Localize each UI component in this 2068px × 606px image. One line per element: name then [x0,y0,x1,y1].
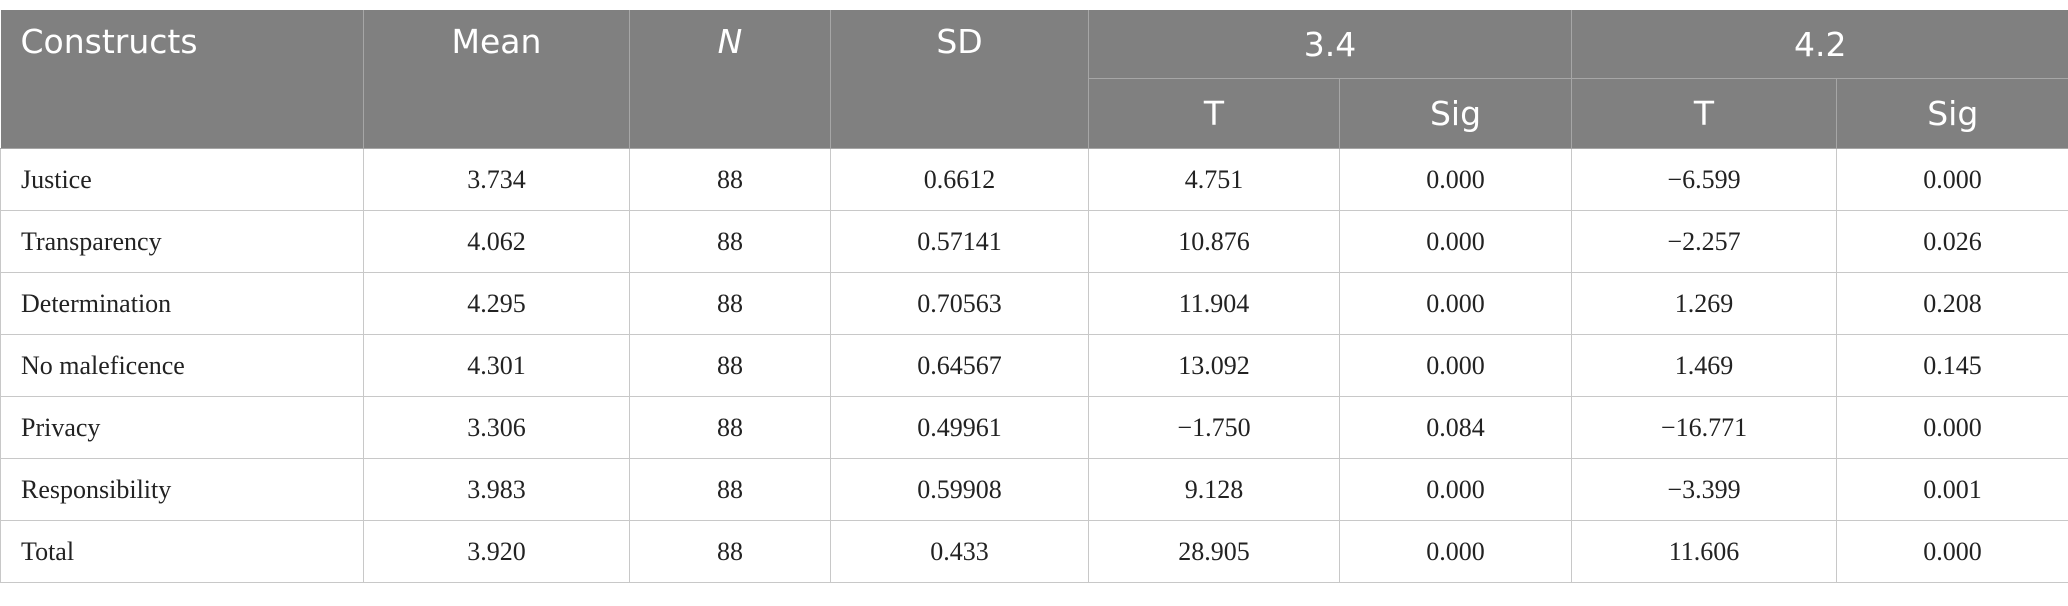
cell: −16.771 [1572,397,1837,459]
group-header: 4.2 [1572,10,2068,79]
cell: 0.026 [1837,211,2068,273]
row-label: Responsibility [1,459,364,521]
sub-header: T [1572,79,1837,149]
header-cell: SD [831,10,1089,149]
cell: 0.64567 [831,335,1089,397]
cell: 10.876 [1089,211,1340,273]
cell: −3.399 [1572,459,1837,521]
cell: 9.128 [1089,459,1340,521]
cell: 88 [630,521,831,583]
header-cell: Mean [364,10,630,149]
cell: 0.000 [1340,459,1572,521]
cell: 4.301 [364,335,630,397]
cell: 0.6612 [831,149,1089,211]
cell: −2.257 [1572,211,1837,273]
row-label: Justice [1,149,364,211]
cell: 88 [630,211,831,273]
group-header: 3.4 [1089,10,1572,79]
row-label: Determination [1,273,364,335]
cell: 0.000 [1340,335,1572,397]
sub-header: T [1089,79,1340,149]
cell: 1.469 [1572,335,1837,397]
cell: 88 [630,459,831,521]
row-label: Total [1,521,364,583]
cell: 3.306 [364,397,630,459]
results-table: Constructs Mean N SD 3.4 4.2 T Sig T Sig… [0,10,2068,583]
cell: 0.001 [1837,459,2068,521]
cell: 88 [630,273,831,335]
cell: 28.905 [1089,521,1340,583]
cell: 1.269 [1572,273,1837,335]
cell: 0.000 [1340,149,1572,211]
cell: −6.599 [1572,149,1837,211]
cell: 0.000 [1837,521,2068,583]
cell: 0.000 [1340,273,1572,335]
row-label: Privacy [1,397,364,459]
cell: 0.084 [1340,397,1572,459]
cell: 11.904 [1089,273,1340,335]
header-cell: N [630,10,831,149]
cell: 3.734 [364,149,630,211]
cell: 0.000 [1837,149,2068,211]
cell: 0.000 [1340,211,1572,273]
cell: 88 [630,335,831,397]
cell: 0.000 [1340,521,1572,583]
cell: 0.59908 [831,459,1089,521]
cell: 0.000 [1837,397,2068,459]
cell: 3.983 [364,459,630,521]
cell: 0.433 [831,521,1089,583]
cell: 4.062 [364,211,630,273]
row-label: Transparency [1,211,364,273]
cell: 0.57141 [831,211,1089,273]
cell: 11.606 [1572,521,1837,583]
cell: 3.920 [364,521,630,583]
cell: 0.70563 [831,273,1089,335]
cell: 0.208 [1837,273,2068,335]
cell: 0.49961 [831,397,1089,459]
sub-header: Sig [1837,79,2068,149]
cell: 4.751 [1089,149,1340,211]
cell: 13.092 [1089,335,1340,397]
cell: 4.295 [364,273,630,335]
row-label: No maleficence [1,335,364,397]
cell: −1.750 [1089,397,1340,459]
cell: 88 [630,149,831,211]
header-cell: Constructs [1,10,364,149]
page: Constructs Mean N SD 3.4 4.2 T Sig T Sig… [0,10,2068,606]
cell: 0.145 [1837,335,2068,397]
sub-header: Sig [1340,79,1572,149]
cell: 88 [630,397,831,459]
